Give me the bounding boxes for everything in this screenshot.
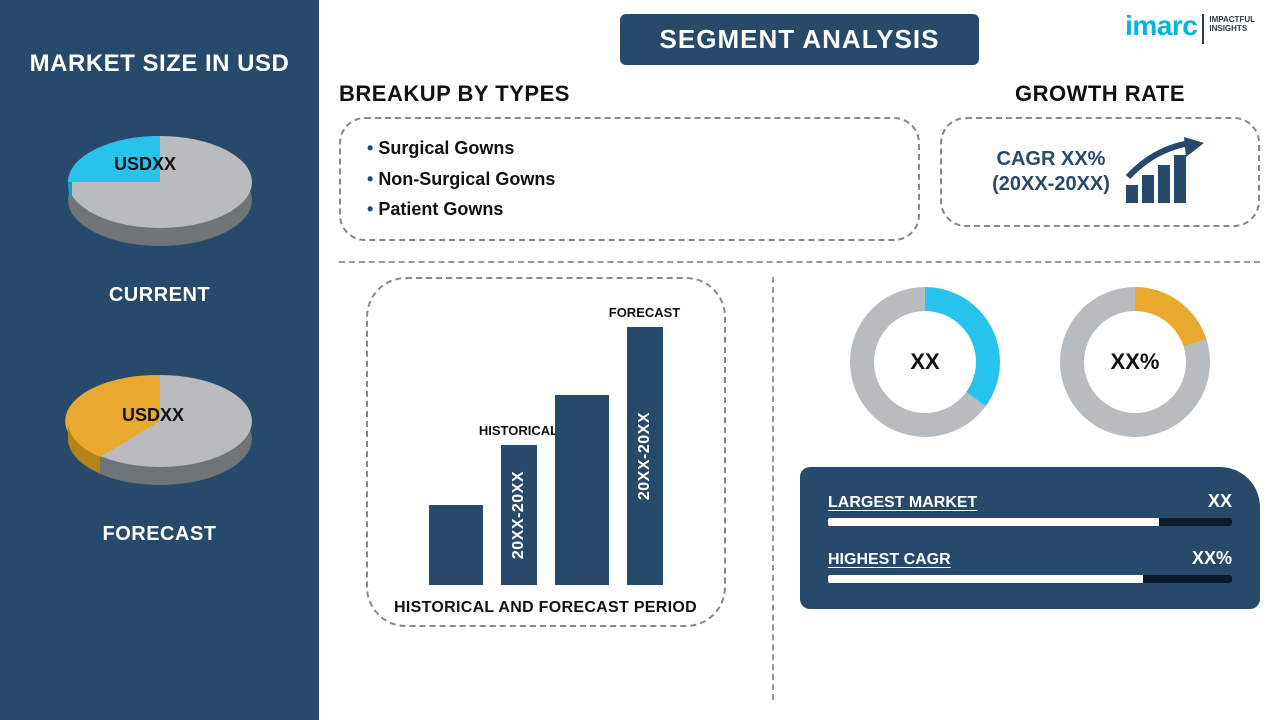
left-panel: MARKET SIZE IN USD USDXX CURRENT USDXX F… [0, 0, 319, 720]
historical-forecast-section: HISTORICAL20XX-20XXFORECAST20XX-20XX HIS… [339, 277, 774, 700]
pie-chart-current: USDXX [50, 106, 270, 266]
growth-section: GROWTH RATE CAGR XX%(20XX-20XX) [940, 81, 1260, 241]
breakup-title: BREAKUP BY TYPES [339, 81, 920, 107]
breakup-box: Surgical Gowns Non-Surgical Gowns Patien… [339, 117, 920, 241]
growth-box: CAGR XX%(20XX-20XX) [940, 117, 1260, 227]
metric-row: LARGEST MARKET XX [828, 491, 1232, 526]
bar-vertical-label: 20XX-20XX [510, 471, 528, 559]
breakup-section: BREAKUP BY TYPES Surgical Gowns Non-Surg… [339, 81, 920, 241]
pie-current-label: CURRENT [109, 284, 210, 307]
hist-box: HISTORICAL20XX-20XXFORECAST20XX-20XX HIS… [366, 277, 726, 627]
metric-label: HIGHEST CAGR [828, 551, 951, 569]
metric-value: XX [1208, 491, 1232, 512]
metric-bar [828, 518, 1232, 526]
bar-vertical-label: 20XX-20XX [636, 412, 654, 500]
donut-center-label: XX [850, 287, 1000, 437]
segment-analysis-title: SEGMENT ANALYSIS [620, 14, 980, 65]
bar-top-label: HISTORICAL [479, 423, 558, 438]
horizontal-divider [339, 261, 1260, 263]
metric-label: LARGEST MARKET [828, 494, 977, 512]
bar: FORECAST20XX-20XX [627, 327, 663, 585]
logo-tagline: IMPACTFULINSIGHTS [1209, 16, 1255, 34]
metric-row: HIGHEST CAGR XX% [828, 548, 1232, 583]
right-metrics-section: XX XX% LARGEST MARKET XX HIGHEST CAGR XX% [774, 277, 1260, 700]
hist-caption: HISTORICAL AND FORECAST PERIOD [394, 599, 697, 617]
row-bottom: HISTORICAL20XX-20XXFORECAST20XX-20XX HIS… [339, 277, 1260, 700]
donut-chart: XX% [1060, 287, 1210, 437]
logo-text: imarc [1125, 10, 1197, 42]
pie-forecast: USDXX FORECAST [50, 345, 270, 546]
bar: HISTORICAL20XX-20XX [501, 445, 537, 585]
bar-top-label: FORECAST [609, 305, 681, 320]
metrics-card: LARGEST MARKET XX HIGHEST CAGR XX% [800, 467, 1260, 609]
donut-row: XX XX% [800, 287, 1260, 437]
metric-value: XX% [1192, 548, 1232, 569]
pie-current: USDXX CURRENT [50, 106, 270, 307]
pie-current-value: USDXX [114, 154, 176, 174]
pie-forecast-value: USDXX [122, 405, 184, 425]
bar [555, 395, 609, 585]
brand-logo: imarc IMPACTFULINSIGHTS [1125, 10, 1255, 44]
type-item: Surgical Gowns [367, 133, 892, 164]
cagr-text: CAGR XX%(20XX-20XX) [992, 147, 1110, 197]
growth-chart-icon [1124, 137, 1208, 207]
pie-forecast-label: FORECAST [103, 523, 217, 546]
metric-bar [828, 575, 1232, 583]
bar [429, 505, 483, 585]
type-item: Patient Gowns [367, 194, 892, 225]
donut-center-label: XX% [1060, 287, 1210, 437]
pie-chart-forecast: USDXX [50, 345, 270, 505]
logo-divider [1202, 14, 1204, 44]
right-panel: imarc IMPACTFULINSIGHTS SEGMENT ANALYSIS… [319, 0, 1280, 720]
market-size-title: MARKET SIZE IN USD [30, 50, 290, 78]
growth-title: GROWTH RATE [1015, 81, 1185, 107]
row-top: BREAKUP BY TYPES Surgical Gowns Non-Surg… [339, 81, 1260, 241]
donut-chart: XX [850, 287, 1000, 437]
type-list: Surgical Gowns Non-Surgical Gowns Patien… [367, 133, 892, 225]
type-item: Non-Surgical Gowns [367, 164, 892, 195]
bar-chart: HISTORICAL20XX-20XXFORECAST20XX-20XX [392, 315, 700, 585]
